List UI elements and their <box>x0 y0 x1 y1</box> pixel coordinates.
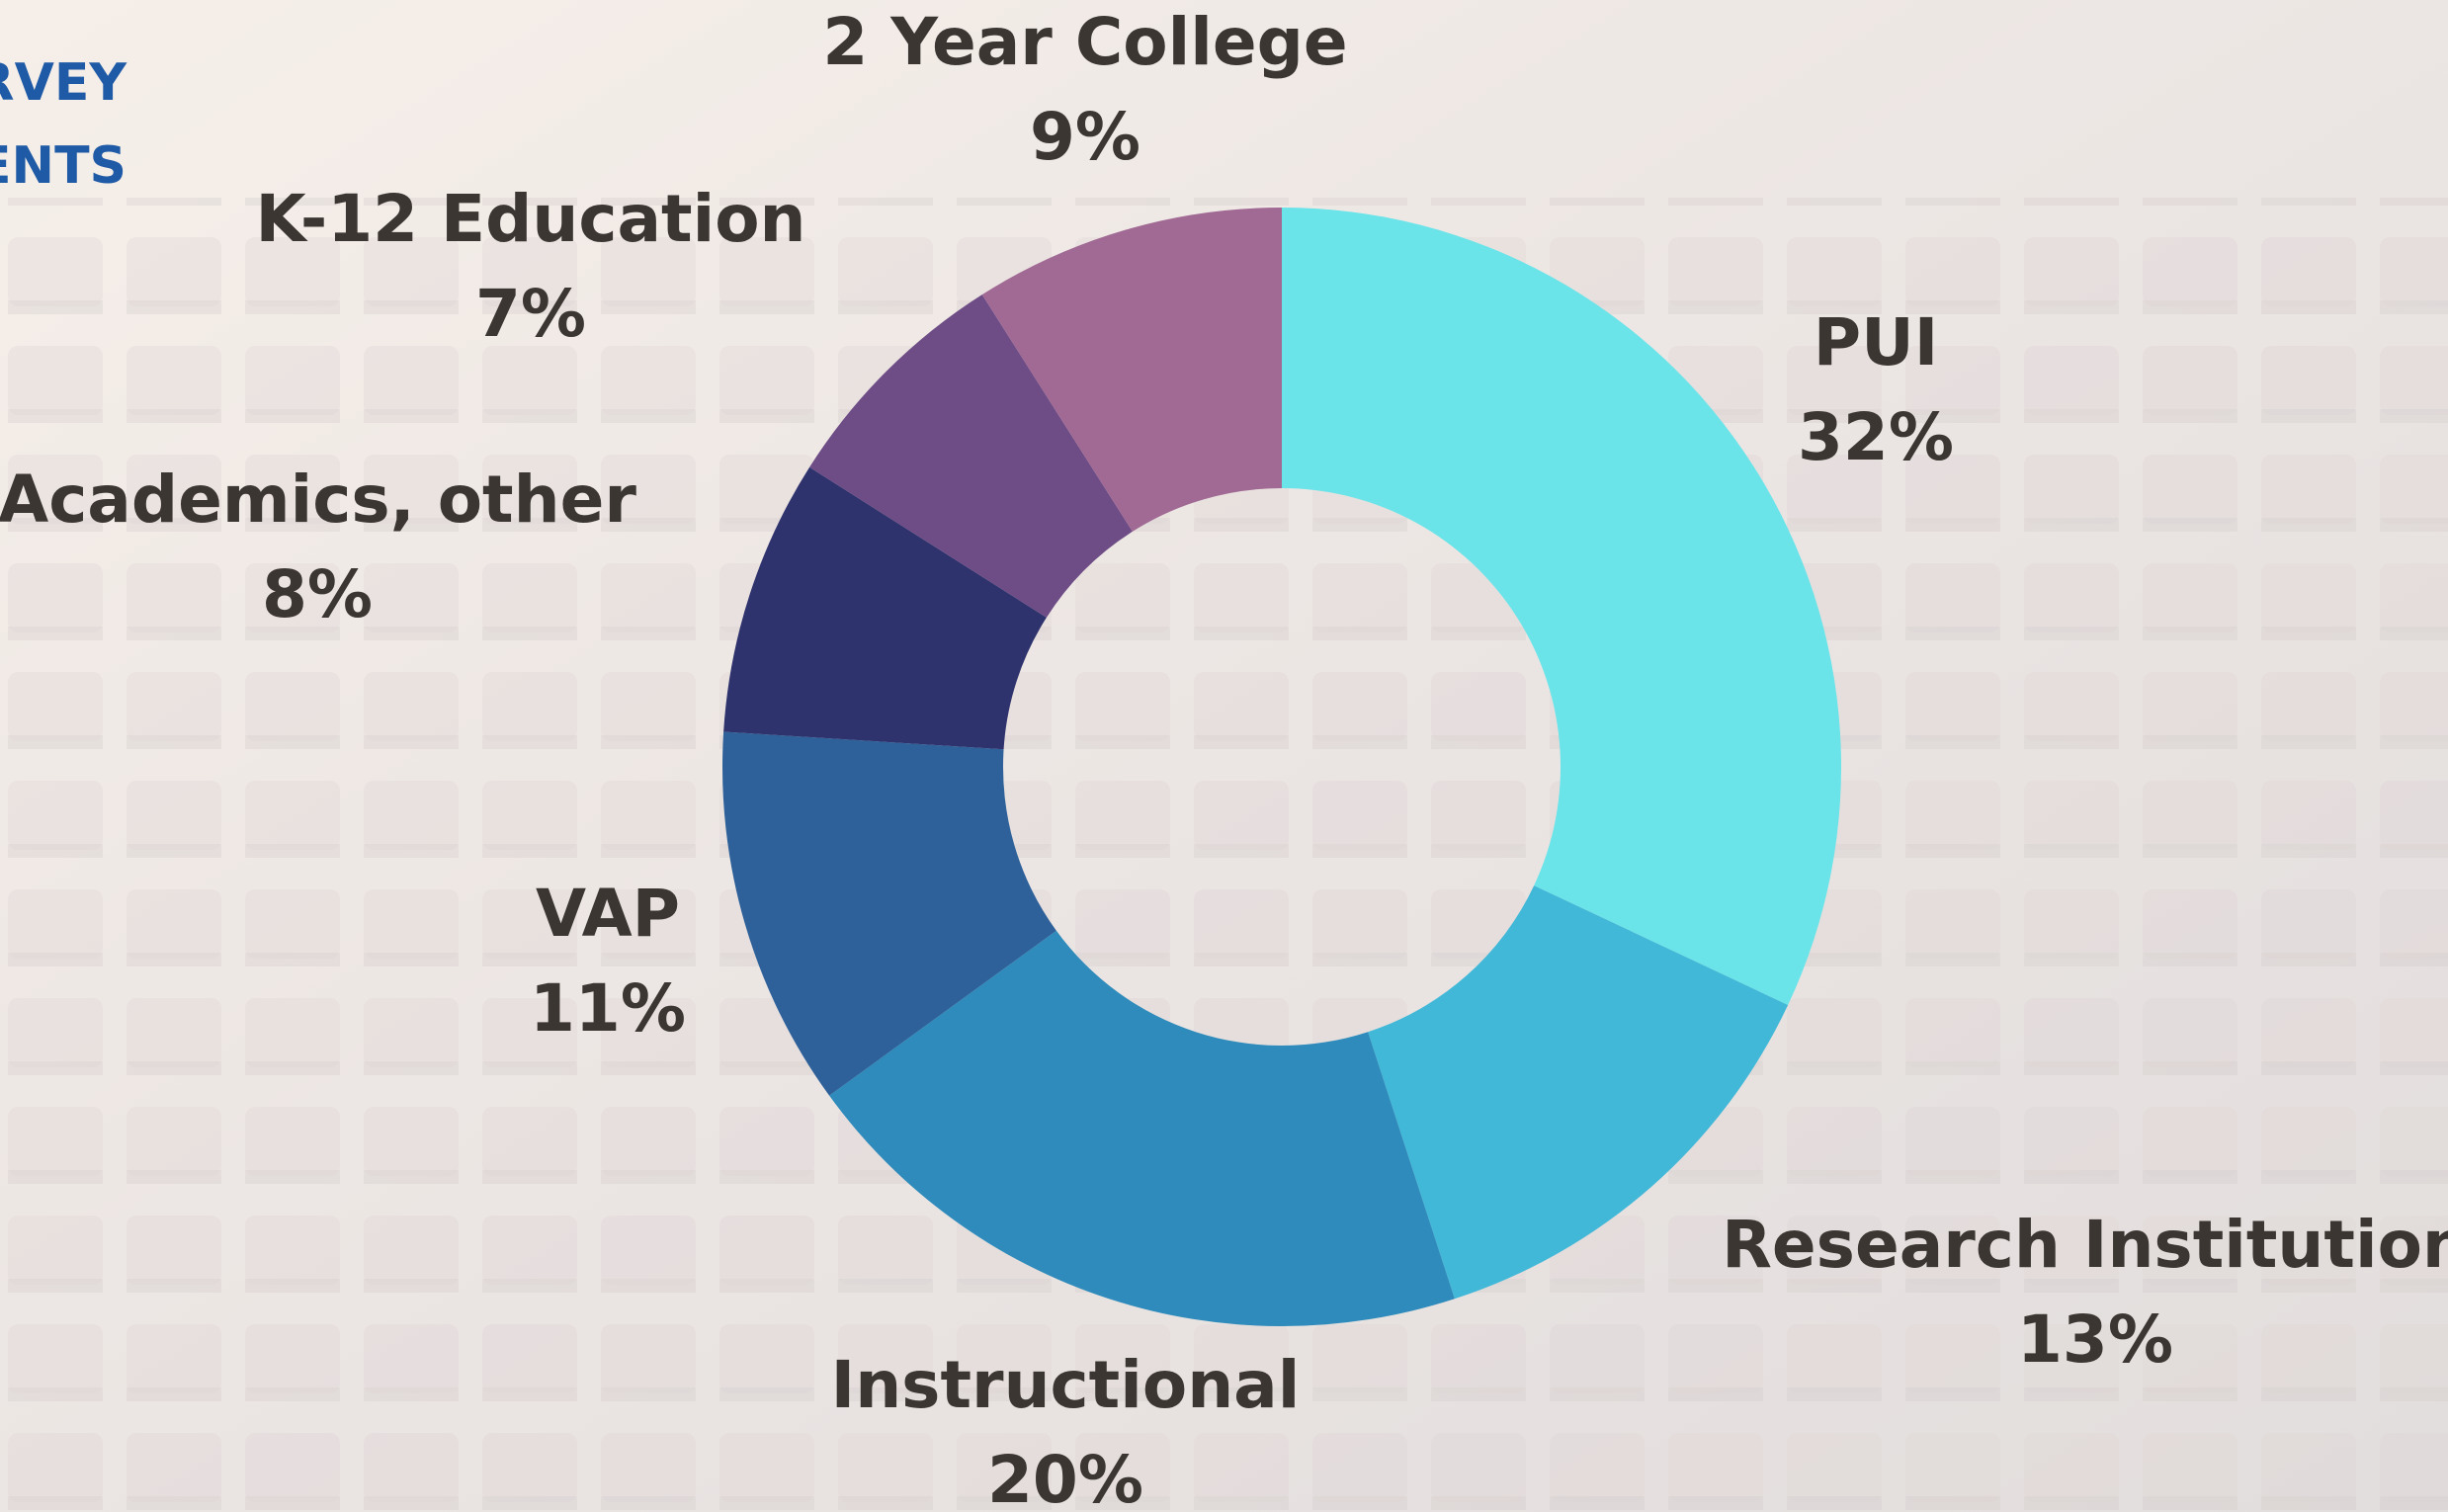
slice-label: K-12 Education <box>255 181 805 257</box>
slice-value-label: 9% <box>1030 99 1140 175</box>
header-line: RVEY <box>0 53 127 113</box>
slice-label: Instructional <box>831 1347 1301 1423</box>
slice-value-label: 32% <box>1798 399 1954 475</box>
slice-value-label: 13% <box>2017 1302 2173 1378</box>
slice-value-label: 8% <box>262 556 373 632</box>
slice-value-label: 11% <box>530 970 686 1047</box>
page: RVEY ENTS PUI 32% Research Institution 13% I… <box>0 0 2448 1512</box>
slice-label: 2 Year College <box>822 4 1347 80</box>
slice-label: VAP <box>536 876 680 952</box>
header-line: ENTS <box>0 136 127 196</box>
slice-value-label: 7% <box>475 276 586 352</box>
slice-label: Academics, other <box>0 462 636 538</box>
slice-label: PUI <box>1814 304 1939 380</box>
slice-label: Research Institution <box>1722 1207 2448 1283</box>
slice-value-label: 20% <box>987 1442 1143 1512</box>
